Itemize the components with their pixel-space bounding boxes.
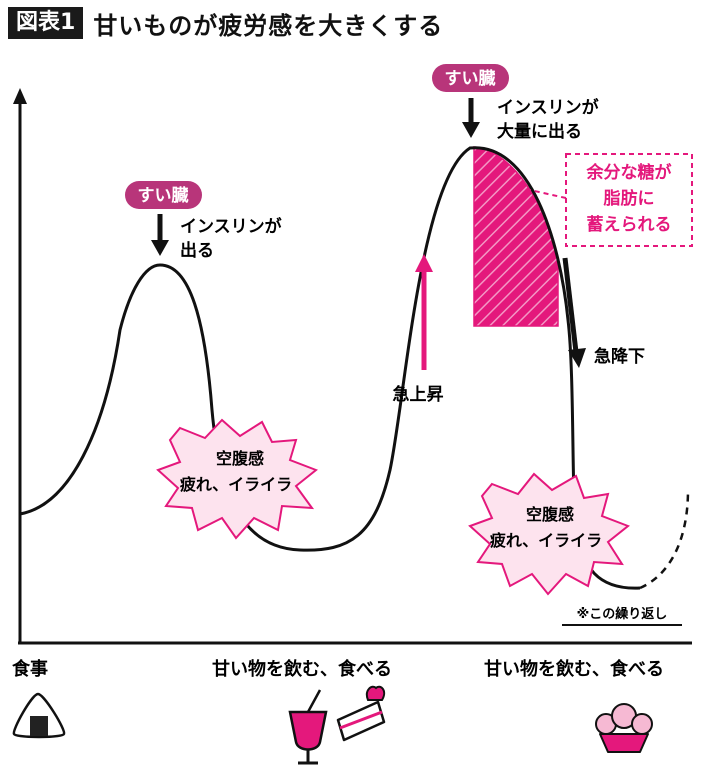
- hunger-label-line2: 疲れ、イライラ: [180, 475, 292, 494]
- insulin-label-line1: インスリンが: [180, 216, 282, 237]
- rapid-rise-label: 急上昇: [393, 384, 444, 405]
- figure-heading: 甘いものが疲労感を大きくする: [93, 11, 444, 40]
- hunger-burst-1: 空腹感 疲れ、イライラ: [156, 418, 318, 540]
- strawberry-cake-icon: [336, 685, 386, 742]
- pancreas-callout-1: すい臓 インスリンが 出る: [125, 181, 282, 261]
- hunger-label-line2: 疲れ、イライラ: [490, 531, 602, 550]
- figure-title: 図表1 甘いものが疲労感を大きくする: [8, 6, 443, 40]
- rapid-fall-arrow: 急降下: [562, 257, 645, 368]
- excess-sugar-line2: 脂肪に: [604, 188, 655, 209]
- pancreas-badge-text: すい臓: [138, 186, 189, 206]
- hunger-label-line1: 空腹感: [526, 505, 574, 524]
- blood-sugar-curve-continuation: [639, 489, 690, 590]
- blood-sugar-curve: [19, 146, 641, 590]
- figure-number-badge: 図表1: [8, 7, 84, 39]
- excess-sugar-line1: 余分な糖が: [586, 162, 672, 183]
- down-arrow-icon: [568, 348, 586, 368]
- onigiri-icon: [12, 692, 66, 739]
- x-label-sweets-2: 甘い物を飲む、食べる: [484, 658, 664, 680]
- hunger-label-line1: 空腹感: [216, 449, 264, 468]
- hunger-burst-2: 空腹感 疲れ、イライラ: [468, 472, 630, 596]
- up-arrow-icon: [415, 254, 433, 272]
- x-label-meal: 食事: [11, 658, 48, 680]
- rapid-fall-label: 急降下: [594, 346, 645, 367]
- x-label-sweets-1: 甘い物を飲む、食べる: [212, 658, 392, 680]
- excess-sugar-region: [473, 146, 559, 327]
- pancreas-badge: [125, 181, 202, 209]
- insulin-label-line2: 出る: [180, 240, 214, 261]
- pancreas-badge-text: すい臓: [445, 69, 496, 89]
- insulin-large-label-line1: インスリンが: [497, 97, 599, 118]
- pancreas-callout-2: すい臓 インスリンが 大量に出る: [432, 64, 599, 142]
- juice-glass-icon: [288, 689, 328, 765]
- excess-sugar-callout: 余分な糖が 脂肪に 蓄えられる: [529, 153, 693, 247]
- rapid-rise-arrow: 急上昇: [393, 254, 444, 405]
- excess-sugar-line3: 蓄えられる: [587, 214, 672, 235]
- cupcake-icon: [595, 703, 653, 753]
- axes: [13, 88, 692, 645]
- repeat-note-text: ※この繰り返し: [577, 606, 668, 622]
- repeat-note: ※この繰り返し: [562, 606, 682, 626]
- insulin-large-label-line2: 大量に出る: [497, 121, 582, 142]
- pancreas-badge: [432, 64, 509, 92]
